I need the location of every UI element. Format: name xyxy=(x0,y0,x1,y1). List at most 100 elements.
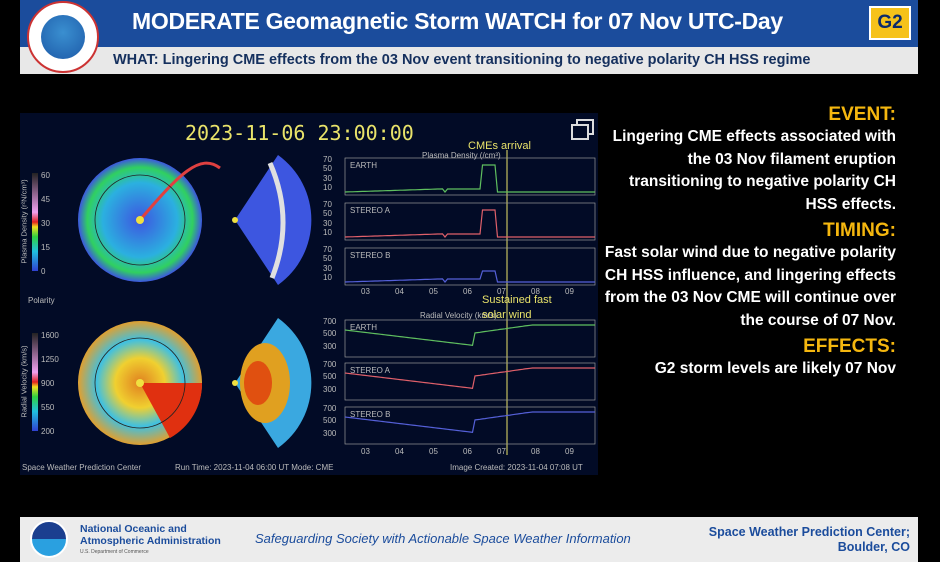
noaa-logo xyxy=(30,520,68,558)
org-line2: Atmospheric Administration xyxy=(80,535,221,547)
model-image: 2023-11-06 23:00:00 Plasma Density (r²N/… xyxy=(20,113,598,475)
density-title: Plasma Density (/cm³) xyxy=(422,151,501,160)
footer-left: Space Weather Prediction Center xyxy=(22,463,142,472)
series-line-stereo-a xyxy=(344,367,595,389)
colorbar-tick: 200 xyxy=(41,427,55,436)
velocity-colorbar-label: Radial Velocity (km/s) xyxy=(19,345,29,418)
y-tick-label: 10 xyxy=(323,272,332,282)
y-tick-label: 300 xyxy=(323,341,337,351)
colorbar-tick: 1600 xyxy=(41,331,59,340)
y-tick-label: 70 xyxy=(323,200,332,209)
org-line1: National Oceanic and xyxy=(80,523,187,535)
image-created: Image Created: 2023-11-04 07:08 UT xyxy=(450,463,583,472)
x-tick-label: 05 xyxy=(429,447,438,456)
x-tick-label: 06 xyxy=(463,287,472,296)
info-column: EVENT: Lingering CME effects associated … xyxy=(596,100,896,381)
y-tick-label: 500 xyxy=(323,329,337,339)
x-tick-label: 03 xyxy=(361,447,370,456)
panel-label: STEREO A xyxy=(350,366,391,375)
panel-label: EARTH xyxy=(350,161,377,170)
y-tick-label: 30 xyxy=(323,173,332,183)
colorbar-tick: 1250 xyxy=(41,355,59,364)
what-text: WHAT: Lingering CME effects from the 03 … xyxy=(113,52,811,68)
y-tick-label: 10 xyxy=(323,227,332,237)
y-tick-label: 30 xyxy=(323,263,332,273)
colorbar-tick: 45 xyxy=(41,195,50,204)
density-colorbar-label: Plasma Density (r²N/cm³) xyxy=(19,179,29,264)
center-line1: Space Weather Prediction Center; xyxy=(708,525,910,539)
series-line-earth xyxy=(344,324,595,346)
model-timestamp: 2023-11-06 23:00:00 xyxy=(185,121,414,145)
panel-label: EARTH xyxy=(350,323,377,332)
y-tick-label: 70 xyxy=(323,245,332,254)
colorbar-tick: 0 xyxy=(41,267,46,276)
polarity-label: Polarity xyxy=(28,296,55,305)
plot-frame xyxy=(344,157,596,196)
cme-arrival-label: CMEs arrival xyxy=(468,140,531,152)
plot-frame xyxy=(344,406,596,445)
x-tick-label: 08 xyxy=(531,447,540,456)
y-tick-label: 700 xyxy=(323,404,337,413)
plot-frame xyxy=(344,319,596,358)
y-tick-label: 70 xyxy=(323,155,332,164)
velocity-title: Radial Velocity (km/s) xyxy=(420,311,497,320)
colorbar-tick: 550 xyxy=(41,403,55,412)
panel-label: STEREO A xyxy=(350,206,391,215)
dept-label: U.S. Department of Commerce xyxy=(80,549,149,555)
y-tick-label: 300 xyxy=(323,384,337,394)
model-plots xyxy=(32,150,596,455)
effects-text: G2 storm levels are likely 07 Nov xyxy=(654,360,896,377)
effects-heading: EFFECTS: xyxy=(803,336,896,357)
y-tick-label: 500 xyxy=(323,416,337,426)
center-name: Space Weather Prediction Center; Boulder,… xyxy=(709,525,910,555)
x-tick-label: 04 xyxy=(395,287,404,296)
panel-label: STEREO B xyxy=(350,251,391,260)
expand-icon[interactable] xyxy=(570,118,596,142)
header-bar: MODERATE Geomagnetic Storm WATCH for 07 … xyxy=(20,0,918,47)
y-tick-label: 10 xyxy=(323,182,332,192)
y-tick-label: 500 xyxy=(323,372,337,382)
x-tick-label: 05 xyxy=(429,287,438,296)
y-tick-label: 30 xyxy=(323,218,332,228)
colorbar-tick: 60 xyxy=(41,171,50,180)
plot-frame xyxy=(344,202,596,241)
series-line-stereo-a xyxy=(344,209,595,238)
series-line-earth xyxy=(344,164,595,193)
event-heading: EVENT: xyxy=(828,104,896,125)
y-tick-label: 50 xyxy=(323,164,332,174)
y-tick-label: 700 xyxy=(323,317,337,326)
x-tick-label: 07 xyxy=(497,447,506,456)
series-line-stereo-b xyxy=(344,411,595,433)
x-tick-label: 07 xyxy=(497,287,506,296)
x-tick-label: 06 xyxy=(463,447,472,456)
plot-frame xyxy=(344,247,596,286)
nws-logo xyxy=(27,1,99,73)
noaa-name: National Oceanic and Atmospheric Administ… xyxy=(80,523,221,547)
x-tick-label: 09 xyxy=(565,447,574,456)
center-line2: Boulder, CO xyxy=(837,540,910,554)
colorbar-tick: 900 xyxy=(41,379,55,388)
plot-frame xyxy=(344,362,596,401)
tagline: Safeguarding Society with Actionable Spa… xyxy=(255,531,631,546)
timing-heading: TIMING: xyxy=(823,220,896,241)
run-time: Run Time: 2023-11-04 06:00 UT Mode: CME xyxy=(175,463,334,472)
event-text: Lingering CME effects associated with th… xyxy=(612,128,896,213)
fast-wind-label: Sustained fast solar wind xyxy=(482,294,552,321)
page-title: MODERATE Geomagnetic Storm WATCH for 07 … xyxy=(132,8,783,34)
panel-label: STEREO B xyxy=(350,410,391,419)
colorbar-tick: 30 xyxy=(41,219,50,228)
x-tick-label: 04 xyxy=(395,447,404,456)
g2-badge: G2 xyxy=(869,6,911,40)
x-tick-label: 09 xyxy=(565,287,574,296)
y-tick-label: 300 xyxy=(323,428,337,438)
footer-bar: National Oceanic and Atmospheric Administ… xyxy=(20,517,918,562)
y-tick-label: 700 xyxy=(323,360,337,369)
x-tick-label: 08 xyxy=(531,287,540,296)
y-tick-label: 50 xyxy=(323,254,332,264)
x-tick-label: 03 xyxy=(361,287,370,296)
series-line-stereo-b xyxy=(344,270,595,283)
colorbar-tick: 15 xyxy=(41,243,50,252)
y-tick-label: 50 xyxy=(323,209,332,219)
subheader-bar: WHAT: Lingering CME effects from the 03 … xyxy=(20,47,918,74)
timing-text: Fast solar wind due to negative polarity… xyxy=(604,244,896,329)
